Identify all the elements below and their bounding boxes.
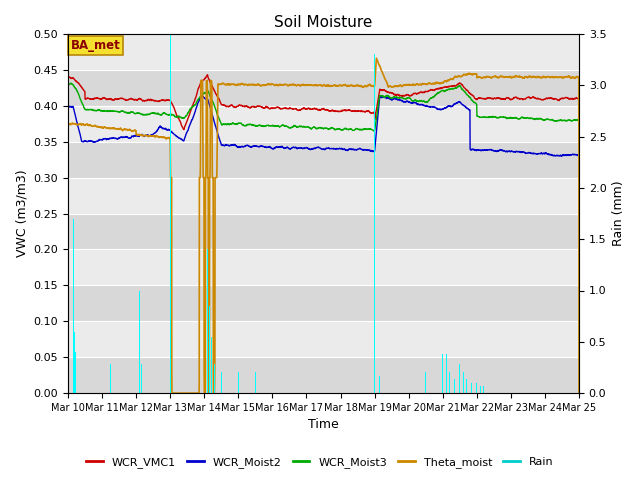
X-axis label: Time: Time xyxy=(308,419,339,432)
Title: Soil Moisture: Soil Moisture xyxy=(275,15,372,30)
Bar xyxy=(68,321,579,357)
Bar xyxy=(214,364,215,393)
Bar xyxy=(68,286,579,321)
Bar xyxy=(449,372,450,393)
Bar xyxy=(207,250,208,393)
Bar xyxy=(68,70,579,106)
Y-axis label: Rain (mm): Rain (mm) xyxy=(612,181,625,246)
Bar xyxy=(374,54,375,393)
Bar xyxy=(209,306,210,393)
Bar xyxy=(75,352,76,393)
Legend: WCR_VMC1, WCR_Moist2, WCR_Moist3, Theta_moist, Rain: WCR_VMC1, WCR_Moist2, WCR_Moist3, Theta_… xyxy=(82,452,558,472)
Bar xyxy=(73,219,74,393)
Bar xyxy=(480,386,481,393)
Bar xyxy=(483,386,484,393)
Bar xyxy=(425,372,426,393)
Bar xyxy=(170,34,171,393)
Bar xyxy=(139,290,140,393)
Bar xyxy=(74,332,75,393)
Bar xyxy=(442,354,443,393)
Bar xyxy=(445,354,447,393)
Bar xyxy=(68,142,579,178)
Bar xyxy=(110,364,111,393)
Bar xyxy=(68,250,579,286)
Bar xyxy=(68,34,579,70)
Text: BA_met: BA_met xyxy=(70,39,120,52)
Bar xyxy=(466,379,467,393)
Bar xyxy=(68,106,579,142)
Y-axis label: VWC (m3/m3): VWC (m3/m3) xyxy=(15,170,28,257)
Bar xyxy=(476,383,477,393)
Bar xyxy=(454,379,455,393)
Bar xyxy=(471,383,472,393)
Bar xyxy=(68,178,579,214)
Bar xyxy=(238,372,239,393)
Bar xyxy=(68,357,579,393)
Bar xyxy=(68,214,579,250)
Bar xyxy=(255,372,256,393)
